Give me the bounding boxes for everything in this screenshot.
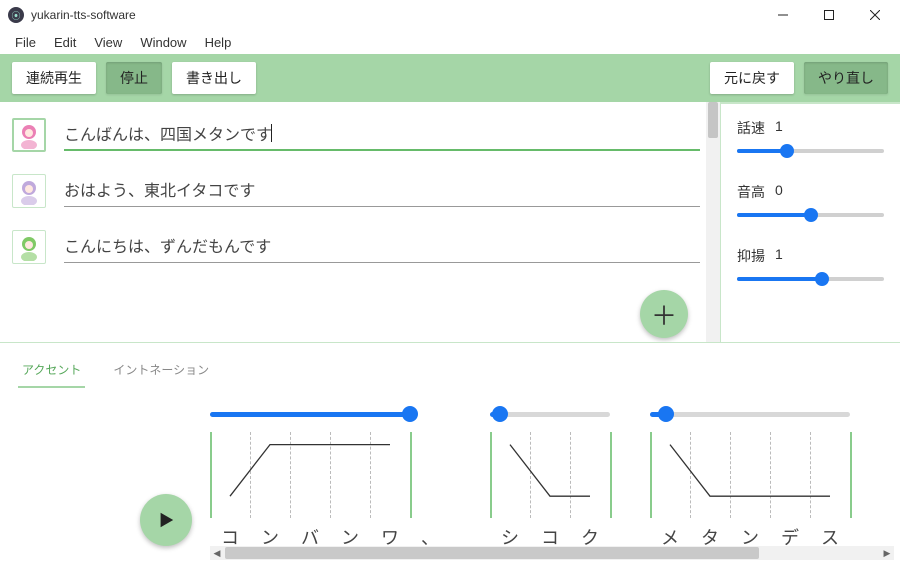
accent-slider[interactable] <box>210 406 410 422</box>
redo-button[interactable]: やり直し <box>804 62 888 94</box>
line-text-input[interactable]: おはよう、東北イタコです <box>64 177 700 205</box>
line-text-input[interactable]: こんにちは、ずんだもんです <box>64 233 700 261</box>
param-value: 0 <box>775 182 783 202</box>
param-話速: 話速 1 <box>737 118 884 158</box>
character-avatar[interactable] <box>12 230 46 264</box>
scroll-right-icon[interactable]: ▶ <box>880 546 894 560</box>
window-close-button[interactable] <box>852 0 898 30</box>
script-line[interactable]: こんにちは、ずんだもんです <box>12 230 700 264</box>
export-button[interactable]: 書き出し <box>172 62 256 94</box>
accent-phrase: メタンデス <box>650 406 850 540</box>
character-avatar[interactable] <box>12 174 46 208</box>
param-slider[interactable] <box>737 208 884 222</box>
param-value: 1 <box>775 246 783 266</box>
menu-help[interactable]: Help <box>196 33 241 52</box>
menu-view[interactable]: View <box>85 33 131 52</box>
script-line[interactable]: おはよう、東北イタコです <box>12 174 700 208</box>
param-抑揚: 抑揚 1 <box>737 246 884 286</box>
param-slider[interactable] <box>737 272 884 286</box>
line-text-input[interactable]: こんばんは、四国メタンです <box>64 121 700 149</box>
character-avatar[interactable] <box>12 118 46 152</box>
accent-phrase: コンバンワ、 <box>210 406 450 540</box>
undo-button[interactable]: 元に戻す <box>710 62 794 94</box>
pitch-chart[interactable] <box>650 432 850 518</box>
menubar: FileEditViewWindowHelp <box>0 30 900 54</box>
menu-file[interactable]: File <box>6 33 45 52</box>
window-minimize-button[interactable] <box>760 0 806 30</box>
app-icon: ⦿ <box>8 7 24 23</box>
parameters-panel: 話速 1 音高 0 抑揚 1 <box>720 102 900 342</box>
param-label: 話速 <box>737 118 765 138</box>
add-line-button[interactable]: ＋ <box>640 290 688 338</box>
accent-tabs: アクセント イントネーション <box>0 343 900 388</box>
scroll-left-icon[interactable]: ◀ <box>210 546 224 560</box>
pitch-chart[interactable] <box>210 432 410 518</box>
accent-phrase: シコク <box>490 406 610 540</box>
script-list: こんばんは、四国メタンです おはよう、東北イタコです こんにちは、ずんだもんです… <box>0 102 706 342</box>
param-label: 抑揚 <box>737 246 765 266</box>
h-scrollbar-thumb[interactable] <box>225 547 759 559</box>
param-slider[interactable] <box>737 144 884 158</box>
toolbar: 連続再生 停止 書き出し 元に戻す やり直し <box>0 54 900 102</box>
menu-edit[interactable]: Edit <box>45 33 85 52</box>
scrollbar-thumb[interactable] <box>708 102 718 138</box>
play-button[interactable] <box>140 494 192 546</box>
script-scrollbar[interactable] <box>706 102 720 342</box>
param-音高: 音高 0 <box>737 182 884 222</box>
window-titlebar: ⦿ yukarin-tts-software <box>0 0 900 30</box>
param-label: 音高 <box>737 182 765 202</box>
menu-window[interactable]: Window <box>131 33 195 52</box>
accent-slider[interactable] <box>650 406 850 422</box>
script-line[interactable]: こんばんは、四国メタンです <box>12 118 700 152</box>
param-value: 1 <box>775 118 783 138</box>
accent-editor: コンバンワ、 シコク メタンデス ◀ ▶ <box>0 388 900 568</box>
window-maximize-button[interactable] <box>806 0 852 30</box>
accent-h-scrollbar[interactable]: ◀ ▶ <box>210 546 894 560</box>
accent-slider[interactable] <box>490 406 610 422</box>
pitch-chart[interactable] <box>490 432 610 518</box>
tab-accent[interactable]: アクセント <box>20 355 83 388</box>
tab-intonation[interactable]: イントネーション <box>111 355 211 388</box>
app-title: yukarin-tts-software <box>31 8 760 22</box>
stop-button[interactable]: 停止 <box>106 62 162 94</box>
play-all-button[interactable]: 連続再生 <box>12 62 96 94</box>
